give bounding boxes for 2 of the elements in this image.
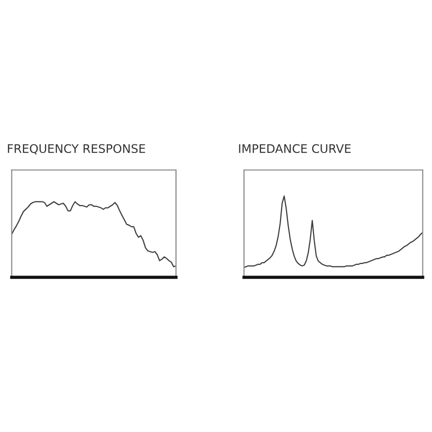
- chart-title: FREQUENCY RESPONSE: [8, 144, 146, 154]
- chart-title: IMPEDANCE CURVE: [239, 144, 351, 154]
